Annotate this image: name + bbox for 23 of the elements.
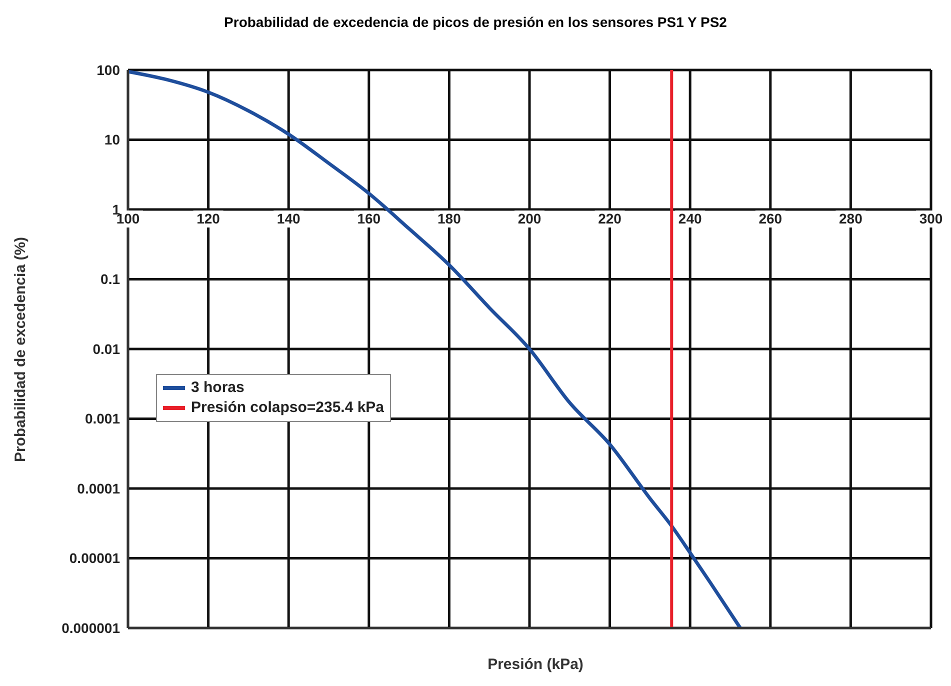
legend-label: Presión colapso=235.4 kPa: [191, 398, 384, 418]
y-axis-title: Probabilidad de excedencia (%): [12, 236, 30, 462]
x-tick-label: 300: [919, 210, 943, 226]
x-tick-label: 160: [357, 210, 381, 226]
x-tick-label: 260: [758, 210, 782, 226]
x-axis-title: Presión (kPa): [486, 656, 584, 673]
chart-title: Probabilidad de excedencia de picos de presión en los sensores PS1 Y PS2: [223, 14, 728, 30]
y-tick-label: 0.000001: [62, 620, 120, 636]
legend-label: 3 horas: [191, 378, 244, 398]
y-tick-label: 100: [96, 62, 120, 78]
y-tick-label: 0.01: [92, 340, 120, 357]
y-tick-label: 0.0001: [77, 480, 120, 496]
y-tick-label: 0.001: [84, 410, 120, 427]
x-tick-label: 180: [438, 210, 462, 226]
x-tick-label: 200: [518, 210, 542, 226]
x-tick-label: 120: [196, 210, 220, 226]
x-tick-label: 220: [598, 210, 622, 226]
y-tick-label: 0.00001: [69, 550, 120, 566]
x-tick-label: 240: [678, 210, 702, 226]
y-tick-label: 10: [104, 132, 120, 148]
y-tick-label: 0.1: [100, 271, 120, 288]
x-tick-label: 280: [839, 210, 863, 226]
x-tick-label: 140: [276, 210, 300, 226]
